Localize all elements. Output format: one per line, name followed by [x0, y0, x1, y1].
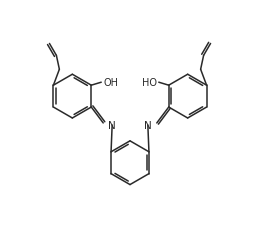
Text: OH: OH	[103, 78, 118, 88]
Text: N: N	[108, 120, 116, 130]
Text: N: N	[144, 120, 152, 130]
Text: HO: HO	[142, 78, 157, 88]
